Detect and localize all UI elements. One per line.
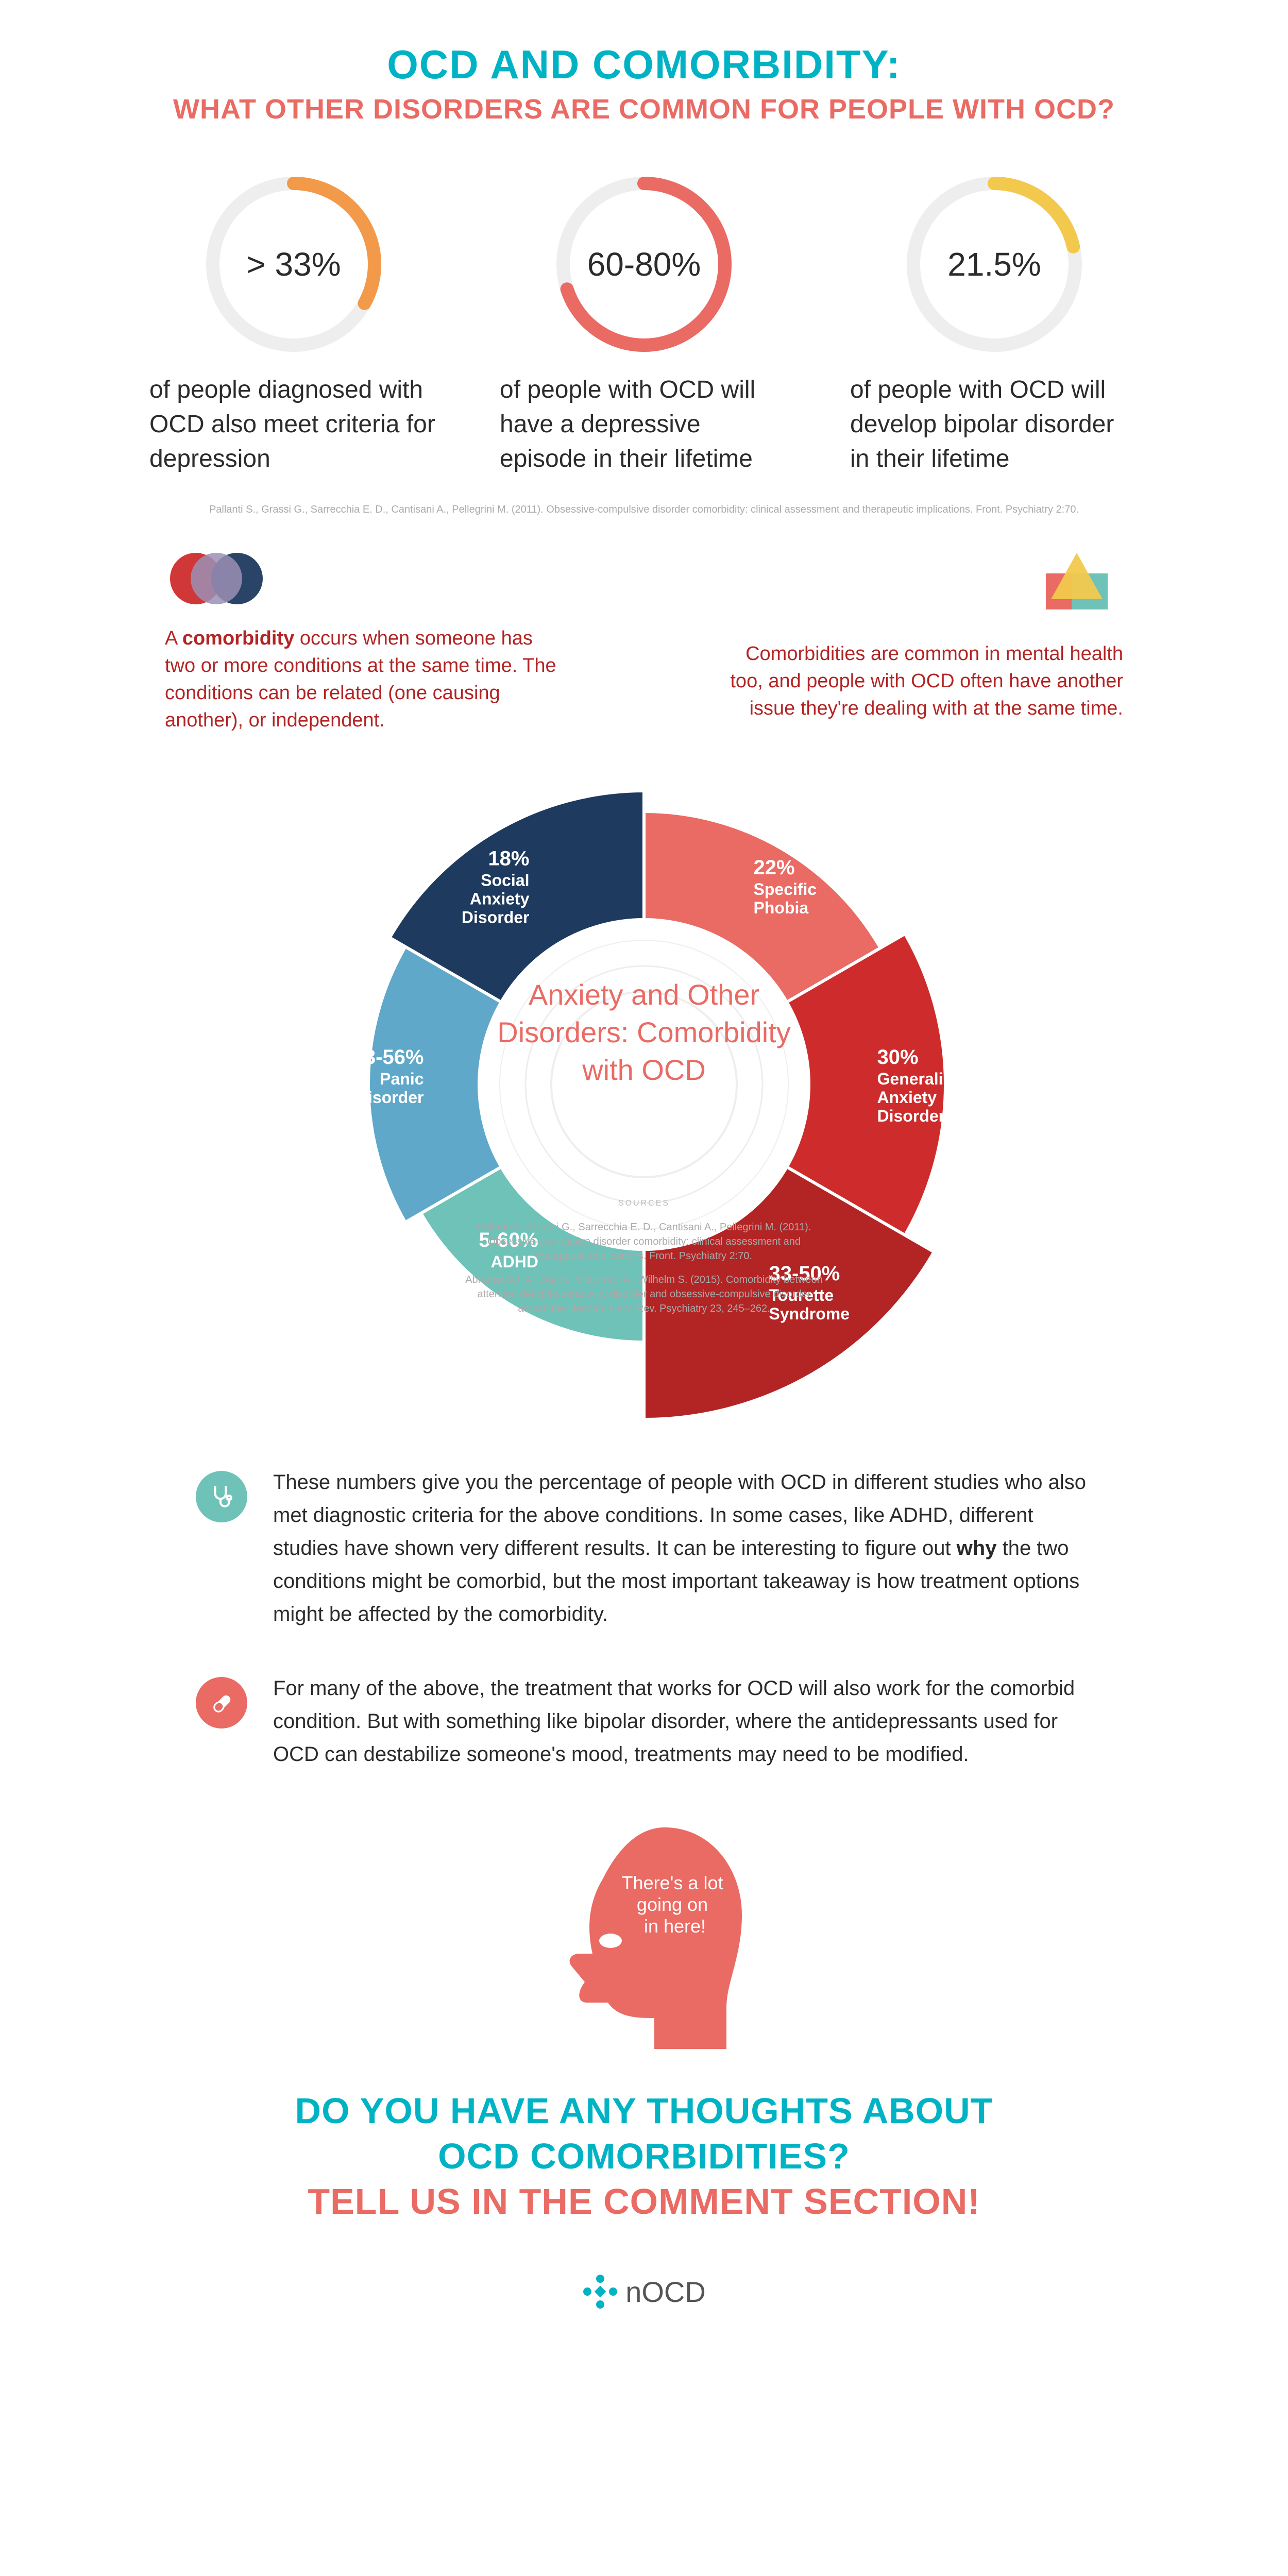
donut-caption: of people diagnosed with OCD also meet c… — [134, 372, 453, 477]
svg-text:30%: 30% — [877, 1046, 919, 1069]
source-citation: Pallanti S., Grassi G., Sarrecchia E. D.… — [464, 1220, 824, 1263]
wheel-center-title: Anxiety and Other Disorders: Comorbidity… — [489, 976, 799, 1089]
svg-text:13-56%: 13-56% — [353, 1046, 424, 1069]
sources-header: SOURCES — [464, 1198, 824, 1209]
svg-text:Anxiety: Anxiety — [877, 1088, 937, 1107]
svg-text:Disorder: Disorder — [877, 1107, 945, 1125]
logo: nOCD — [103, 2274, 1185, 2310]
definition-right: Comorbidities are common in mental healt… — [721, 548, 1123, 735]
source-citation: Abramovitch A., Dar R., Mittelman A., Wi… — [464, 1273, 824, 1316]
svg-text:Anxiety: Anxiety — [470, 890, 530, 908]
shapes-icon — [721, 548, 1123, 625]
svg-text:Disorder: Disorder — [356, 1088, 424, 1107]
svg-text:Disorder: Disorder — [462, 908, 530, 927]
svg-text:> 33%: > 33% — [246, 246, 341, 283]
definition-right-text: Comorbidities are common in mental healt… — [721, 640, 1123, 723]
svg-text:60-80%: 60-80% — [587, 246, 701, 283]
donut-ring-icon: 60-80% — [556, 177, 732, 352]
definitions-row: A comorbidity occurs when someone has tw… — [165, 548, 1123, 735]
title-line1: OCD AND COMORBIDITY: — [103, 41, 1185, 88]
pill-icon — [196, 1677, 247, 1728]
wheel-chart: 22%SpecificPhobia30%GeneralizedAnxietyDi… — [180, 755, 1108, 1425]
logo-icon — [582, 2274, 618, 2310]
cta-block: DO YOU HAVE ANY THOUGHTS ABOUT OCD COMOR… — [103, 2090, 1185, 2222]
svg-text:22%: 22% — [754, 856, 795, 879]
head-illustration: There's a lot going on in here! — [103, 1812, 1185, 2059]
paragraphs: These numbers give you the percentage of… — [103, 1466, 1185, 1771]
svg-text:Social: Social — [481, 871, 529, 890]
cta-line2: OCD COMORBIDITIES? — [103, 2136, 1185, 2177]
donut-card: 21.5% of people with OCD will develop bi… — [835, 177, 1154, 477]
title-line2: WHAT OTHER DISORDERS ARE COMMON FOR PEOP… — [103, 93, 1185, 125]
stethoscope-icon — [196, 1471, 247, 1522]
definition-left-text: A comorbidity occurs when someone has tw… — [165, 625, 567, 735]
venn-icon — [165, 548, 567, 609]
donut-ring-icon: > 33% — [206, 177, 381, 352]
svg-text:21.5%: 21.5% — [947, 246, 1041, 283]
donut-ring-icon: 21.5% — [907, 177, 1082, 352]
svg-text:18%: 18% — [488, 848, 529, 870]
citation-top: Pallanti S., Grassi G., Sarrecchia E. D.… — [103, 502, 1185, 517]
definition-left: A comorbidity occurs when someone has tw… — [165, 548, 567, 735]
svg-text:Specific: Specific — [754, 880, 817, 899]
logo-text: nOCD — [625, 2275, 706, 2309]
paragraph-block: These numbers give you the percentage of… — [196, 1466, 1092, 1631]
paragraph-block: For many of the above, the treatment tha… — [196, 1672, 1092, 1771]
wheel-sources: SOURCES Pallanti S., Grassi G., Sarrecch… — [464, 1198, 824, 1325]
donut-card: 60-80% of people with OCD will have a de… — [484, 177, 804, 477]
paragraph-text: These numbers give you the percentage of… — [273, 1466, 1092, 1631]
svg-text:Phobia: Phobia — [754, 899, 809, 917]
donut-row: > 33% of people diagnosed with OCD also … — [134, 177, 1154, 477]
cta-line3: TELL US IN THE COMMENT SECTION! — [103, 2181, 1185, 2222]
header: OCD AND COMORBIDITY: WHAT OTHER DISORDER… — [103, 41, 1185, 125]
cta-line1: DO YOU HAVE ANY THOUGHTS ABOUT — [103, 2090, 1185, 2131]
donut-card: > 33% of people diagnosed with OCD also … — [134, 177, 453, 477]
donut-caption: of people with OCD will develop bipolar … — [835, 372, 1154, 477]
paragraph-text: For many of the above, the treatment tha… — [273, 1672, 1092, 1771]
svg-text:Panic: Panic — [380, 1070, 423, 1088]
svg-text:Generalized: Generalized — [877, 1070, 971, 1088]
donut-caption: of people with OCD will have a depressiv… — [484, 372, 804, 477]
